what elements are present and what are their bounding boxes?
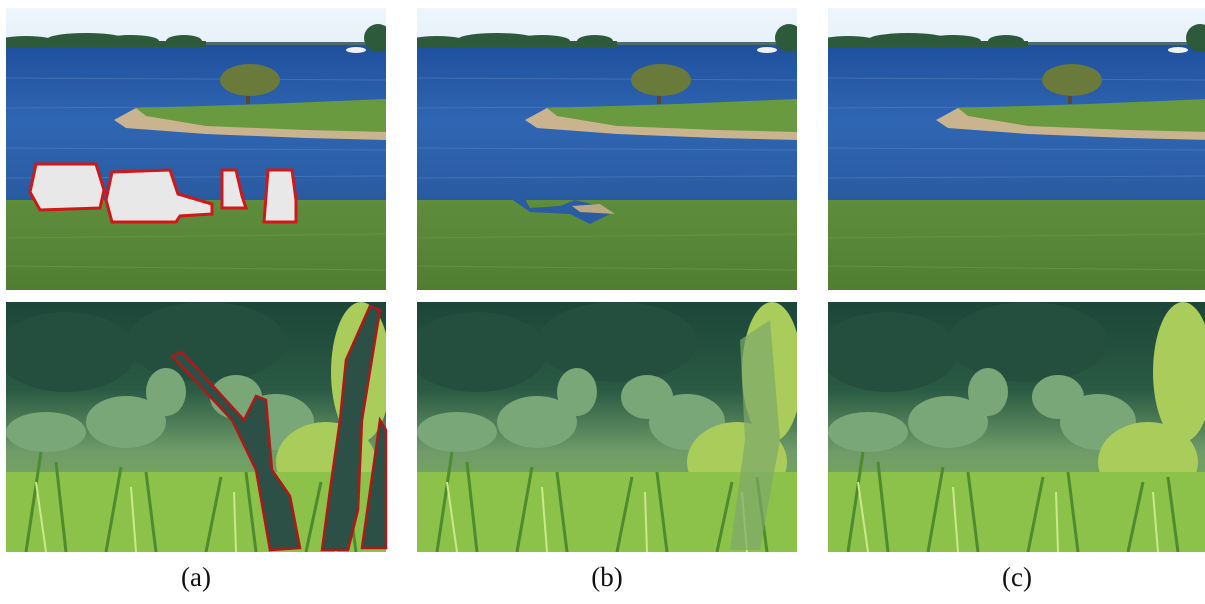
image-a-woods — [6, 302, 388, 552]
object-masks — [28, 162, 298, 224]
image-b-woods — [417, 302, 797, 552]
artifact — [450, 186, 610, 224]
caption: (a) — [181, 562, 211, 592]
caption: (b) — [591, 562, 622, 592]
object-masks — [169, 304, 388, 552]
image-c-woods — [828, 302, 1205, 552]
image-a-lake — [6, 8, 386, 290]
artifact — [730, 320, 780, 550]
artifact — [572, 204, 615, 214]
image-c-lake — [828, 8, 1205, 290]
image-b-lake — [417, 8, 797, 290]
caption: (c) — [1002, 562, 1032, 592]
